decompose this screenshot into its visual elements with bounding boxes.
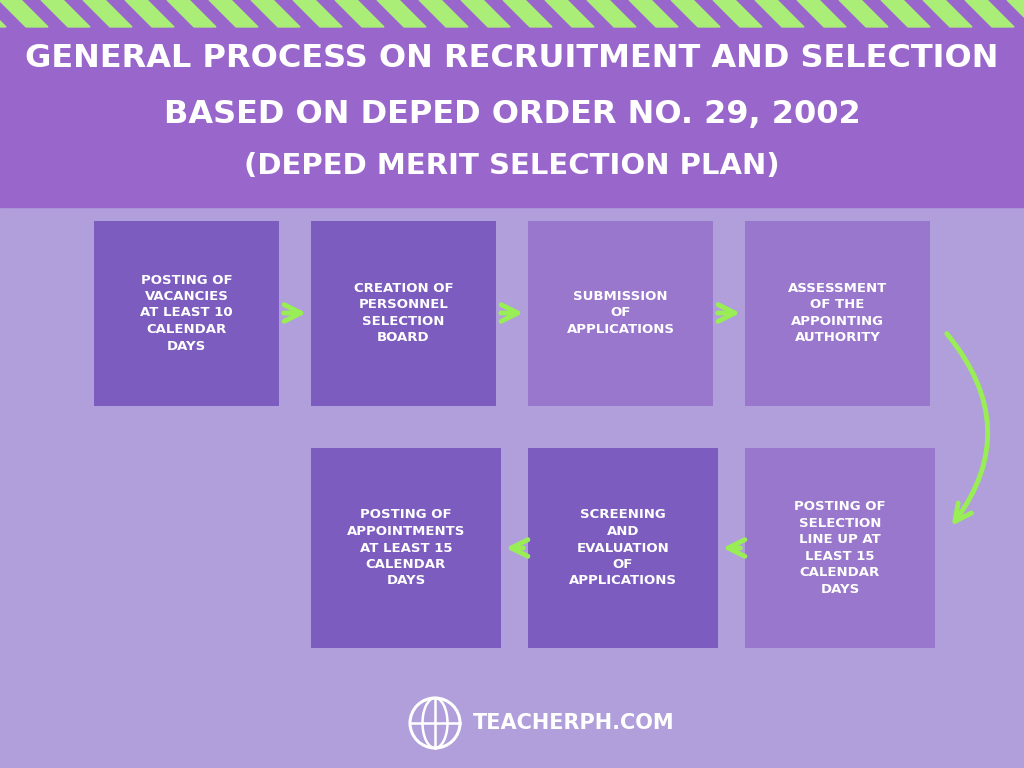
Text: POSTING OF
SELECTION
LINE UP AT
LEAST 15
CALENDAR
DAYS: POSTING OF SELECTION LINE UP AT LEAST 15…: [795, 500, 886, 596]
Polygon shape: [377, 0, 426, 27]
Text: SUBMISSION
OF
APPLICATIONS: SUBMISSION OF APPLICATIONS: [566, 290, 675, 336]
Polygon shape: [251, 0, 300, 27]
Text: SCREENING
AND
EVALUATION
OF
APPLICATIONS: SCREENING AND EVALUATION OF APPLICATIONS: [569, 508, 677, 588]
Polygon shape: [293, 0, 342, 27]
Polygon shape: [839, 0, 888, 27]
Polygon shape: [461, 0, 510, 27]
Bar: [0, 0, 1024, 207]
Polygon shape: [83, 0, 132, 27]
FancyBboxPatch shape: [745, 220, 930, 406]
Polygon shape: [503, 0, 552, 27]
Polygon shape: [587, 0, 636, 27]
Polygon shape: [125, 0, 174, 27]
Text: CREATION OF
PERSONNEL
SELECTION
BOARD: CREATION OF PERSONNEL SELECTION BOARD: [353, 282, 454, 344]
Polygon shape: [0, 0, 6, 27]
Polygon shape: [209, 0, 258, 27]
FancyBboxPatch shape: [94, 220, 279, 406]
FancyBboxPatch shape: [528, 220, 713, 406]
FancyBboxPatch shape: [311, 220, 496, 406]
FancyBboxPatch shape: [745, 448, 935, 648]
FancyBboxPatch shape: [311, 448, 501, 648]
Polygon shape: [755, 0, 804, 27]
Polygon shape: [41, 0, 90, 27]
Text: POSTING OF
VACANCIES
AT LEAST 10
CALENDAR
DAYS: POSTING OF VACANCIES AT LEAST 10 CALENDA…: [140, 273, 232, 353]
Text: (DEPED MERIT SELECTION PLAN): (DEPED MERIT SELECTION PLAN): [244, 152, 780, 180]
Text: BASED ON DEPED ORDER NO. 29, 2002: BASED ON DEPED ORDER NO. 29, 2002: [164, 98, 860, 130]
Polygon shape: [797, 0, 846, 27]
Text: GENERAL PROCESS ON RECRUITMENT AND SELECTION: GENERAL PROCESS ON RECRUITMENT AND SELEC…: [26, 42, 998, 74]
Polygon shape: [335, 0, 384, 27]
Polygon shape: [923, 0, 972, 27]
Polygon shape: [1007, 0, 1024, 27]
Polygon shape: [881, 0, 930, 27]
Polygon shape: [545, 0, 594, 27]
Text: POSTING OF
APPOINTMENTS
AT LEAST 15
CALENDAR
DAYS: POSTING OF APPOINTMENTS AT LEAST 15 CALE…: [347, 508, 465, 588]
Polygon shape: [0, 0, 48, 27]
Polygon shape: [419, 0, 468, 27]
Text: ASSESSMENT
OF THE
APPOINTING
AUTHORITY: ASSESSMENT OF THE APPOINTING AUTHORITY: [787, 282, 887, 344]
Text: TEACHERPH.COM: TEACHERPH.COM: [473, 713, 675, 733]
Polygon shape: [965, 0, 1014, 27]
Polygon shape: [671, 0, 720, 27]
Polygon shape: [167, 0, 216, 27]
Polygon shape: [713, 0, 762, 27]
FancyBboxPatch shape: [528, 448, 718, 648]
Polygon shape: [629, 0, 678, 27]
